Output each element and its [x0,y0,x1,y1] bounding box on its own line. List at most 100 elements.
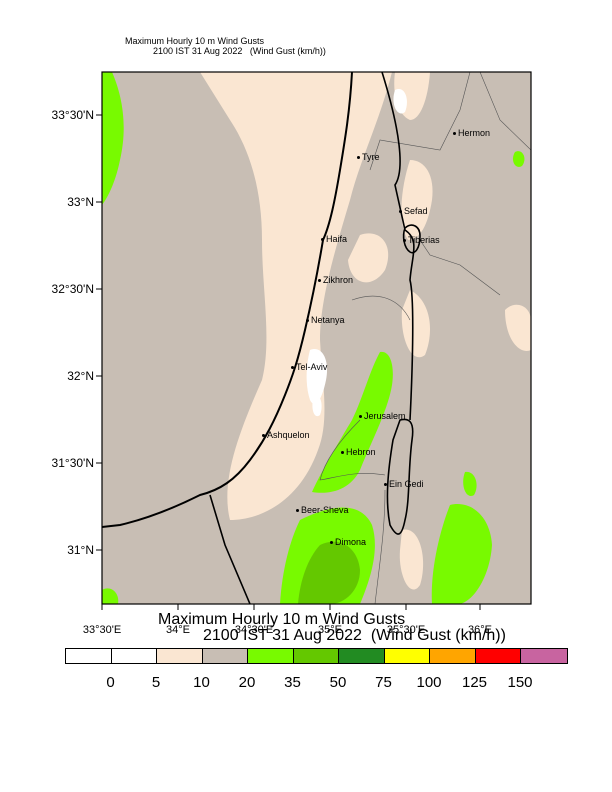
legend-label: 0 [106,674,115,691]
city-jerusalem: Jerusalem [359,411,406,421]
city-marker-icon [291,366,294,370]
city-tiberias: Tiberias [403,235,440,245]
city-beer-sheva: Beer-Sheva [296,505,349,515]
lat-label: 33°N [67,195,94,209]
city-ashquelon: Ashquelon [262,430,310,440]
city-hebron: Hebron [341,447,376,457]
legend-swatch [475,649,521,663]
city-tyre: Tyre [357,152,380,162]
border-line [319,419,386,481]
lat-label: 32°N [67,369,94,383]
city-name: Ein Gedi [389,479,424,489]
city-marker-icon [262,434,265,438]
lon-label: 33°30'E [82,624,122,636]
city-name: Zikhron [323,275,354,285]
color-legend-bar [65,648,568,664]
lon-label: 36°E [468,624,492,636]
gust-zone-green [431,504,492,604]
border-line [419,239,501,296]
gust-zone-green [312,351,393,493]
light-zone [399,529,424,590]
map-title-line1: Maximum Hourly 10 m Wind Gusts [125,36,265,46]
city-marker-icon [403,239,406,243]
city-dimona: Dimona [330,537,366,547]
legend-label: 5 [151,674,161,691]
city-name: Tel-Aviv [296,362,328,372]
coastline [102,72,353,528]
legend-swatch [157,649,203,663]
legend-label: 125 [461,674,488,691]
legend-swatch [339,649,385,663]
city-name: Hermon [458,128,491,138]
light-zone [200,72,392,520]
border-line [374,489,386,604]
city-marker-icon [453,132,456,136]
lon-label: 35°30'E [386,624,426,636]
city-marker-icon [330,541,333,545]
calm-zone [306,349,328,404]
lat-label: 31°N [67,543,94,557]
city-name: Sefad [404,206,428,216]
calm-zone [312,394,322,417]
city-marker-icon [321,238,324,242]
city-marker-icon [296,509,299,513]
legend-label: 10 [193,674,210,691]
city-tel-aviv: Tel-Aviv [291,362,327,372]
city-marker-icon [318,279,321,283]
city-haifa: Haifa [321,234,347,244]
legend-swatch [384,649,430,663]
lat-label: 32°30'N [51,282,94,296]
lon-label: 34°30'E [234,624,274,636]
border-thick [209,494,251,604]
lon-label: 34°E [166,624,190,636]
legend-swatch [293,649,339,663]
city-marker-icon [357,156,360,160]
light-zone [401,160,433,240]
city-name: Jerusalem [364,411,406,421]
border-line [351,295,411,321]
city-netanya: Netanya [306,315,345,325]
city-marker-icon [399,210,402,214]
city-name: Tyre [362,152,380,162]
city-marker-icon [359,415,362,419]
legend-label: 50 [329,674,347,691]
border-line [479,72,531,151]
gust-zone-green [102,588,119,604]
city-hermon: Hermon [453,128,490,138]
city-name: Beer-Sheva [301,505,349,515]
city-name: Ashquelon [267,430,310,440]
city-marker-icon [384,483,387,487]
lat-label: 33°30'N [51,108,94,122]
axis-ticks [96,114,481,610]
city-name: Haifa [326,234,348,244]
city-marker-icon [306,319,309,323]
legend-label: 75 [375,674,392,691]
gust-zone-dark-green [298,541,360,604]
map-title-line2: 2100 IST 31 Aug 2022 (Wind Gust (km/h)) [153,46,326,56]
city-ein-gedi: Ein Gedi [384,479,424,489]
lon-label: 35°E [318,624,342,636]
gust-zone-green [463,471,477,496]
lat-label: 31°30'N [51,456,94,470]
legend-swatch [202,649,248,663]
legend-swatch [248,649,294,663]
light-zone [348,233,389,283]
light-zone [505,304,531,351]
city-name: Dimona [335,537,367,547]
city-zikhron: Zikhron [318,275,353,285]
calm-zone [393,89,407,114]
city-name: Tiberias [408,235,440,245]
legend-title-line1: Maximum Hourly 10 m Wind Gusts [158,611,406,628]
city-name: Netanya [311,315,345,325]
city-marker-icon [341,451,344,455]
legend-swatch [111,649,157,663]
gust-zone-green [512,151,525,167]
border-line [369,72,471,171]
gust-zone-green [102,72,124,205]
legend-swatch [66,649,112,663]
map-frame [101,71,532,605]
legend-swatch [430,649,476,663]
legend-swatch [521,649,567,663]
legend-title-line2: 2100 IST 31 Aug 2022 (Wind Gust (km/h)) [203,627,506,644]
